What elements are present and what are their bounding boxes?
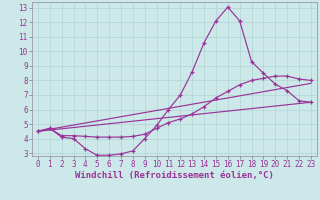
X-axis label: Windchill (Refroidissement éolien,°C): Windchill (Refroidissement éolien,°C) <box>75 171 274 180</box>
